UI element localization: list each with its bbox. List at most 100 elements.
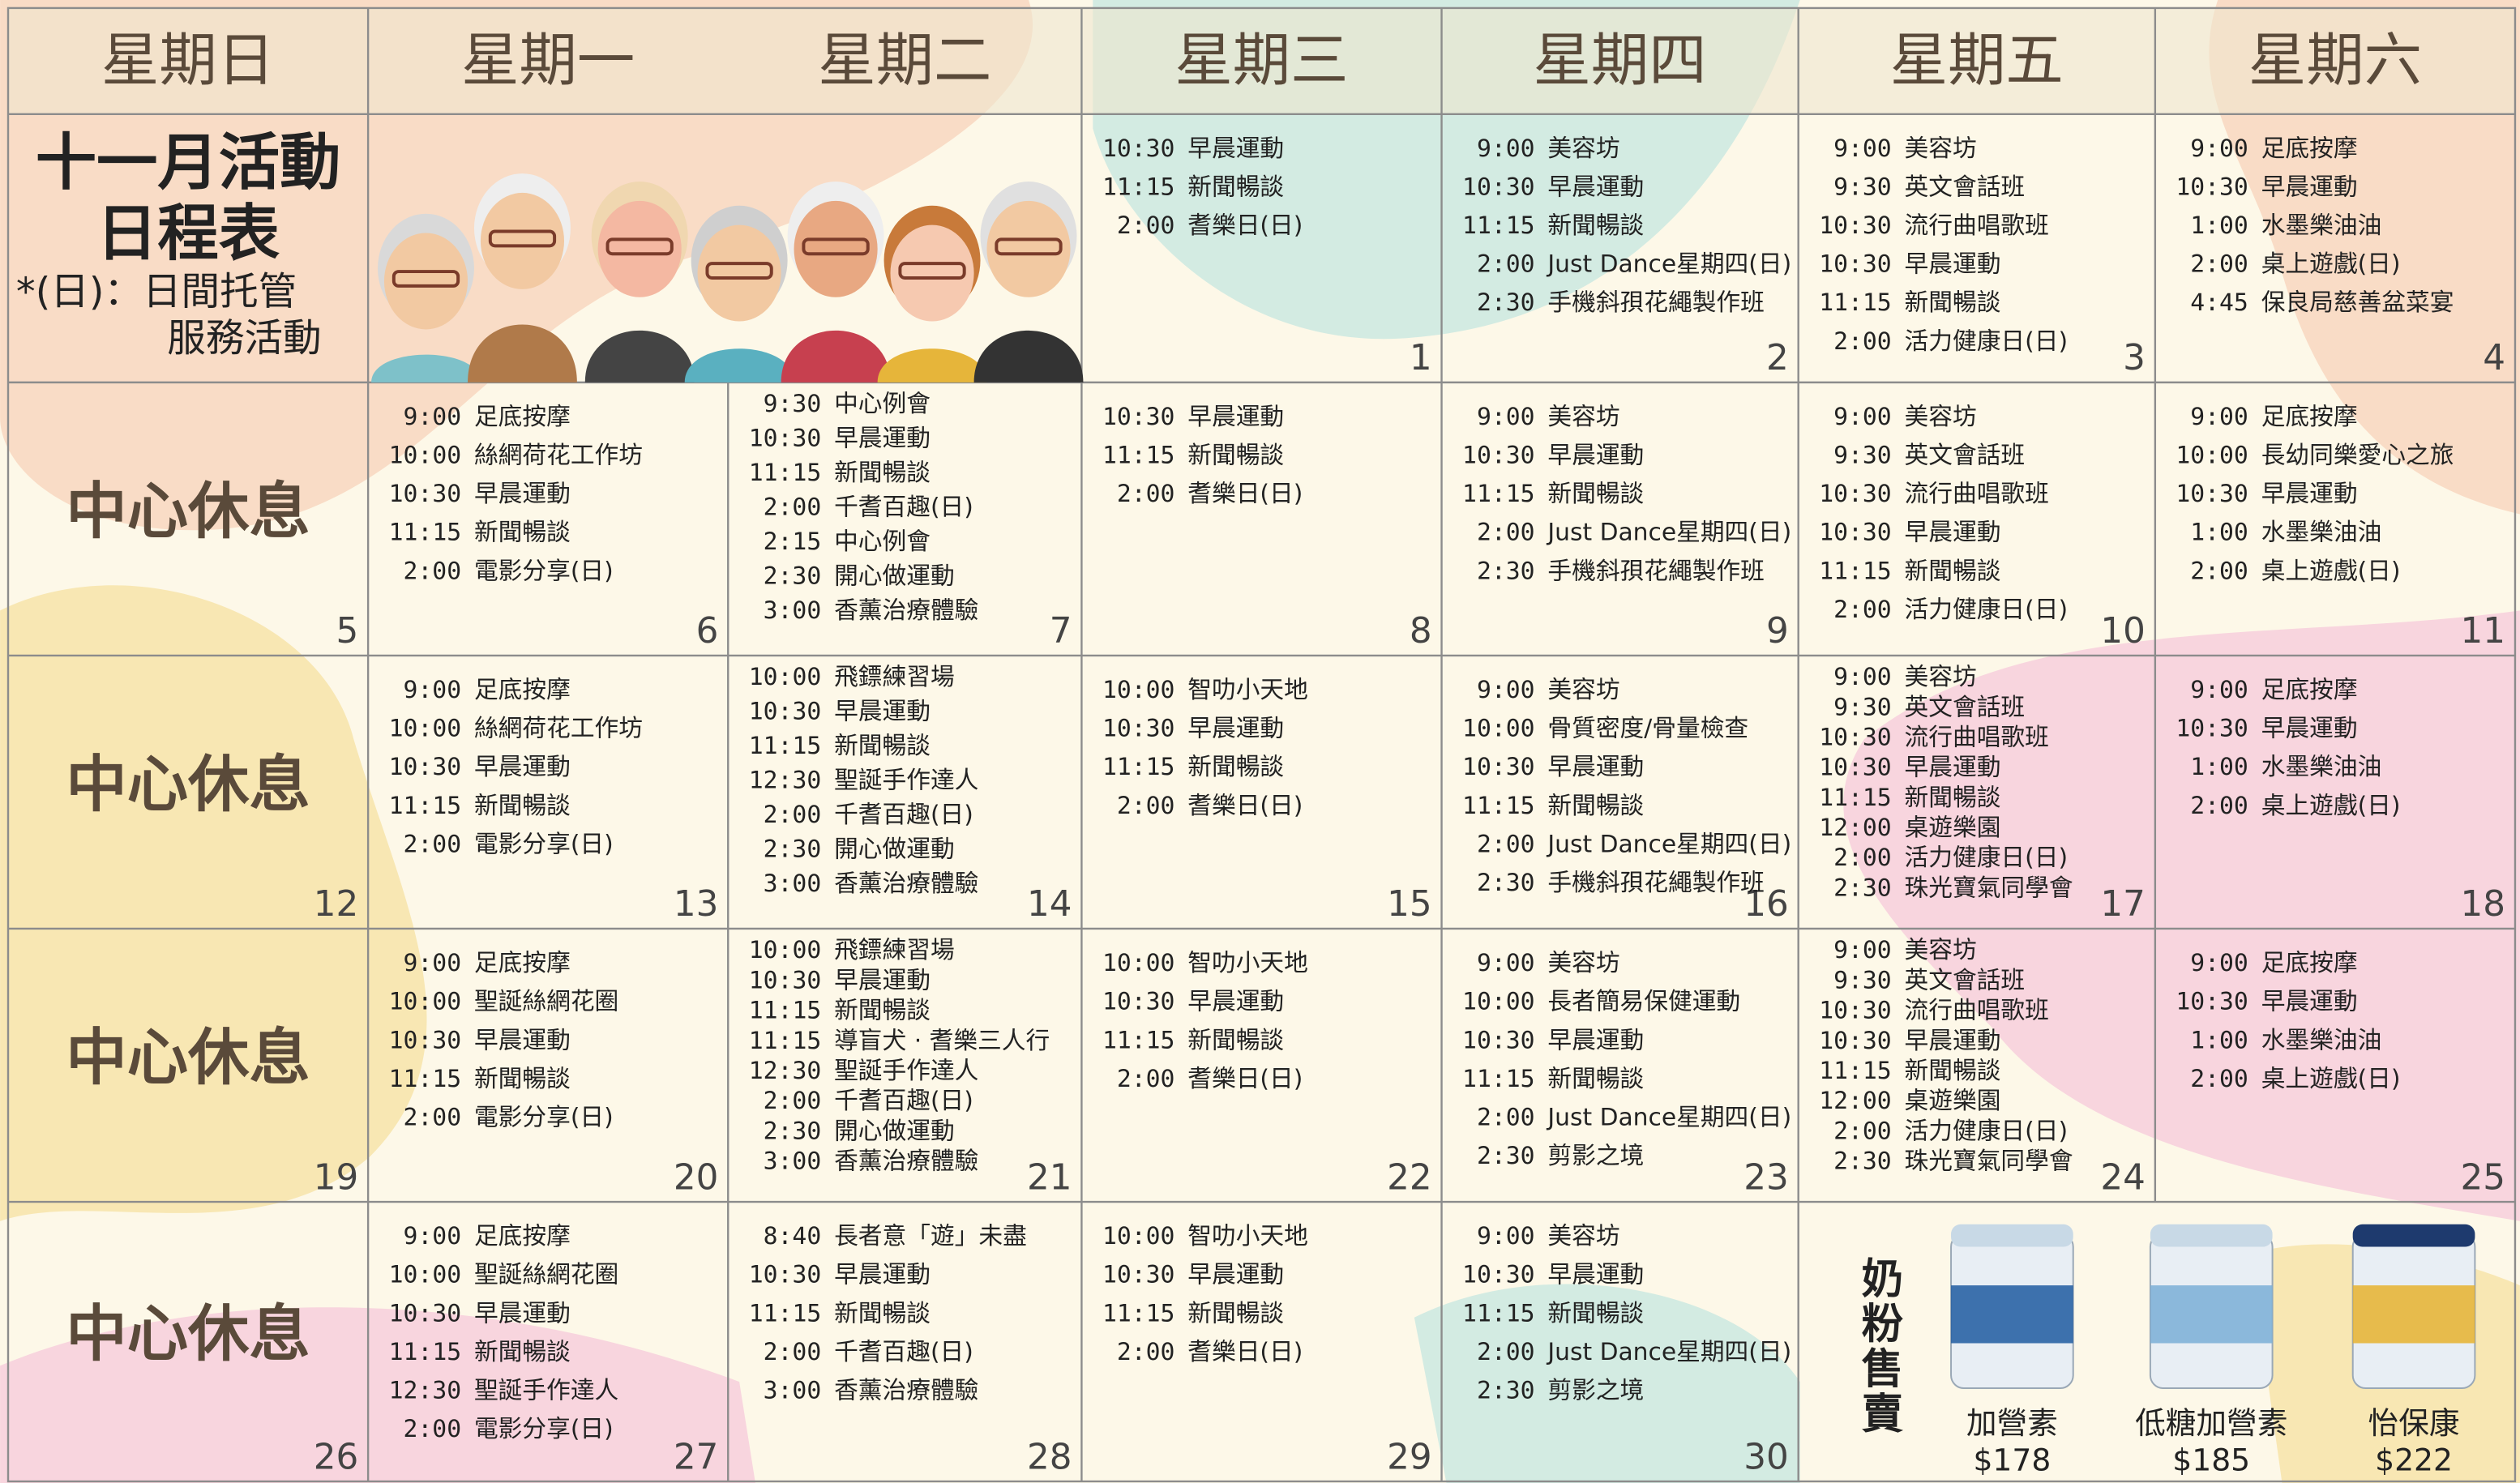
- event-activity: 足底按摩: [474, 676, 571, 704]
- event-activity: 電影分享(日): [474, 557, 614, 585]
- event-activity: 剪影之境: [1547, 1376, 1644, 1404]
- outer-border: [6, 6, 2517, 1483]
- person-glasses: [995, 237, 1063, 256]
- event-time: 12:30: [749, 767, 821, 795]
- event-time: 2:00: [1477, 250, 1535, 279]
- event-time: 9:00: [1477, 1222, 1535, 1250]
- event-activity: 英文會話班: [1905, 966, 2026, 994]
- event-time: 2:00: [404, 557, 462, 585]
- product-price: $222: [2375, 1442, 2453, 1478]
- event-activity: 早晨運動: [834, 425, 931, 453]
- person-body: [877, 348, 987, 383]
- event-time: 11:15: [1819, 288, 1891, 317]
- event-time: 9:00: [404, 676, 462, 704]
- day-number: 1: [1410, 338, 1432, 378]
- event-activity: 英文會話班: [1905, 442, 2026, 470]
- event-activity: Just Dance星期四(日): [1546, 830, 1791, 858]
- event-time: 10:30: [1462, 442, 1534, 470]
- event-time: 11:15: [389, 1065, 461, 1093]
- event-activity: 美容坊: [1547, 403, 1619, 431]
- event-time: 11:15: [1462, 480, 1534, 508]
- event-time: 2:00: [764, 1087, 822, 1115]
- event-activity: 新聞暢談: [1187, 1299, 1284, 1327]
- day-number: 5: [336, 611, 358, 652]
- event-time: 10:30: [1819, 1027, 1891, 1055]
- day-number: 11: [2461, 611, 2506, 652]
- event-time: 10:30: [1819, 997, 1891, 1025]
- event-activity: 美容坊: [1905, 135, 1977, 163]
- event-activity: 耆樂日(日): [1187, 1065, 1303, 1093]
- day-number: 27: [674, 1437, 718, 1477]
- event-time: 10:00: [1102, 676, 1174, 704]
- day-number: 22: [1387, 1157, 1432, 1198]
- event-time: 11:15: [1102, 753, 1174, 781]
- event-activity: 美容坊: [1905, 663, 1977, 691]
- can-label: [2352, 1285, 2475, 1344]
- event-time: 10:30: [749, 425, 821, 453]
- day-number: 4: [2483, 338, 2505, 378]
- event-activity: 手機斜孭花繩製作班: [1547, 557, 1764, 585]
- event-time: 11:15: [1462, 212, 1534, 240]
- event-time: 1:00: [2190, 212, 2248, 240]
- event-time: 10:30: [389, 1299, 461, 1327]
- event-activity: 桌上遊戲(日): [2261, 792, 2401, 820]
- product-can: [2351, 1224, 2476, 1390]
- can-label: [2150, 1285, 2273, 1344]
- event-activity: 珠光寶氣同學會: [1905, 1147, 2073, 1175]
- event-activity: 飛鏢練習場: [834, 663, 955, 691]
- event-activity: 活力健康日(日): [1905, 844, 2069, 872]
- event-activity: 早晨運動: [1905, 754, 2001, 782]
- event-activity: 早晨運動: [1187, 988, 1284, 1016]
- event-time: 9:00: [2190, 676, 2248, 704]
- event-time: 2:00: [1117, 212, 1175, 240]
- event-time: 1:00: [2190, 519, 2248, 547]
- event-time: 10:30: [2176, 988, 2248, 1016]
- day-number: 10: [2100, 611, 2146, 652]
- event-activity: 電影分享(日): [474, 1103, 614, 1131]
- closed-label: 中心休息: [66, 1022, 310, 1093]
- event-activity: 電影分享(日): [474, 830, 614, 858]
- event-time: 10:30: [1819, 754, 1891, 782]
- event-time: 4:45: [2190, 288, 2248, 317]
- event-activity: 手機斜孭花繩製作班: [1547, 288, 1764, 317]
- event-time: 2:30: [1477, 1142, 1535, 1170]
- event-time: 12:30: [749, 1057, 821, 1085]
- product-price: $185: [2172, 1442, 2250, 1478]
- day-number: 16: [1743, 884, 1789, 925]
- content: 星期日 星期一 星期二 星期三 星期四 星期五 星期六十一月活動日程表*(日)：日間托管服務…: [16, 27, 2505, 1478]
- event-time: 2:00: [2190, 557, 2248, 585]
- event-activity: 早晨運動: [474, 1026, 571, 1054]
- day-number: 18: [2461, 884, 2506, 925]
- event-activity: 絲網荷花工作坊: [474, 715, 643, 743]
- event-activity: 電影分享(日): [474, 1415, 614, 1443]
- event-activity: 活力健康日(日): [1905, 1117, 2069, 1145]
- event-activity: 香薰治療體驗: [834, 1376, 978, 1404]
- event-activity: 新聞暢談: [1905, 784, 2001, 812]
- event-activity: 中心例會: [834, 390, 931, 418]
- event-activity: 千耆百趣(日): [834, 1338, 973, 1366]
- person-glasses: [802, 237, 870, 256]
- day-number: 21: [1027, 1157, 1072, 1198]
- event-activity: 耆樂日(日): [1187, 792, 1303, 820]
- event-time: 10:30: [2176, 480, 2248, 508]
- event-time: 11:15: [1102, 1026, 1174, 1054]
- weekday-header: 星期六: [2248, 27, 2422, 94]
- event-activity: 早晨運動: [474, 1299, 571, 1327]
- event-activity: 早晨運動: [1547, 1026, 1644, 1054]
- event-activity: 新聞暢談: [834, 459, 931, 487]
- event-time: 1:00: [2190, 1026, 2248, 1054]
- event-time: 9:00: [2190, 403, 2248, 431]
- event-activity: 早晨運動: [1547, 1261, 1644, 1289]
- event-activity: 新聞暢談: [1905, 288, 2001, 317]
- event-time: 11:15: [749, 1299, 821, 1327]
- event-time: 10:30: [1462, 1261, 1534, 1289]
- event-time: 10:30: [749, 698, 821, 726]
- event-time: 10:30: [1462, 173, 1534, 201]
- event-time: 2:30: [1477, 557, 1535, 585]
- event-time: 2:00: [1477, 830, 1535, 858]
- event-time: 11:15: [1819, 784, 1891, 812]
- event-activity: 美容坊: [1547, 135, 1619, 163]
- day-number: 15: [1387, 884, 1432, 925]
- event-activity: 美容坊: [1547, 1222, 1619, 1250]
